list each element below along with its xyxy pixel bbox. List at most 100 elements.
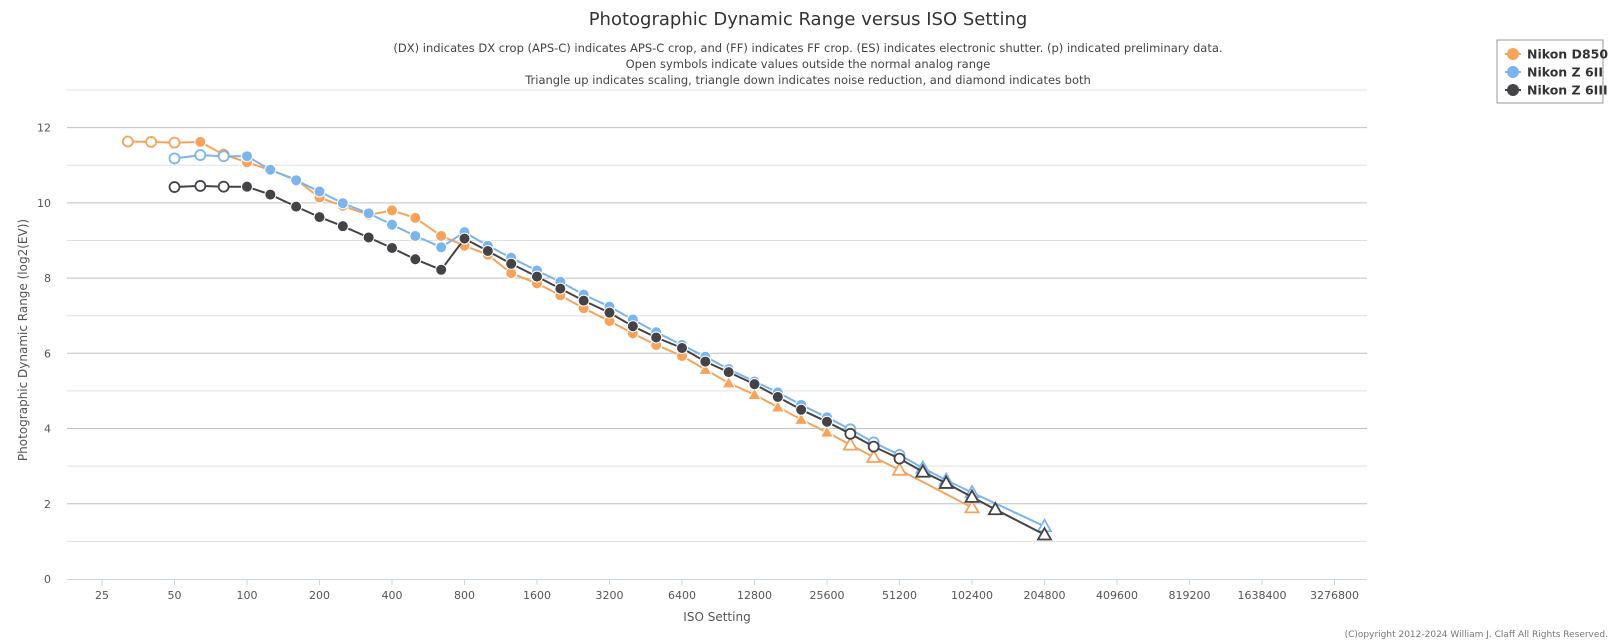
data-point <box>893 452 906 465</box>
plot-area <box>121 135 1053 541</box>
data-point <box>891 461 908 476</box>
x-tick-label: 819200 <box>1169 589 1211 602</box>
x-tick-label: 51200 <box>882 589 917 602</box>
y-tick-label: 8 <box>44 272 51 285</box>
x-tick-label: 204800 <box>1024 589 1066 602</box>
data-point <box>121 135 134 148</box>
data-point <box>481 244 494 257</box>
y-tick-label: 4 <box>44 423 51 436</box>
data-point <box>603 306 616 319</box>
chart-subtitle-line-1: (DX) indicates DX crop (APS-C) indicates… <box>393 41 1222 55</box>
y-tick-label: 10 <box>37 197 51 210</box>
data-point <box>987 501 1004 516</box>
data-point <box>409 211 422 224</box>
data-point <box>867 440 880 453</box>
data-point <box>362 231 375 244</box>
x-tick-label: 6400 <box>668 589 696 602</box>
x-tick-label: 400 <box>382 589 403 602</box>
data-point <box>865 448 882 463</box>
legend-marker <box>1507 84 1519 96</box>
x-tick-label: 50 <box>168 589 182 602</box>
data-point <box>748 378 761 391</box>
data-point <box>914 463 931 478</box>
data-point <box>795 403 808 416</box>
data-point <box>194 180 207 192</box>
data-point <box>1036 526 1053 541</box>
data-point <box>336 197 349 210</box>
data-point <box>336 220 349 233</box>
x-tick-label: 1600 <box>523 589 551 602</box>
data-point <box>194 149 207 161</box>
grid-lines <box>67 89 1367 580</box>
y-tick-label: 6 <box>44 347 51 360</box>
data-point <box>793 412 809 425</box>
data-point <box>241 180 253 193</box>
data-point <box>217 150 230 163</box>
data-point <box>650 331 663 344</box>
data-point <box>194 135 207 148</box>
data-point <box>697 361 713 375</box>
y-tick-label: 12 <box>37 122 51 135</box>
data-point <box>771 390 784 403</box>
data-point <box>386 204 398 217</box>
legend-marker <box>1507 66 1519 78</box>
data-point <box>409 229 422 242</box>
data-point <box>241 150 253 163</box>
data-point <box>168 152 181 165</box>
data-point <box>168 136 181 149</box>
legend-marker <box>1507 48 1519 60</box>
chart-subtitle-line-2: Open symbols indicate values outside the… <box>626 57 991 71</box>
data-point <box>554 282 567 295</box>
data-point <box>676 342 688 355</box>
legend-label[interactable]: Nikon D850 <box>1527 47 1608 62</box>
data-point <box>626 320 639 333</box>
series-2 <box>168 180 1053 541</box>
x-tick-label: 3200 <box>596 589 624 602</box>
data-point <box>531 270 543 283</box>
data-point <box>435 241 448 254</box>
x-tick-label: 102400 <box>951 589 993 602</box>
data-point <box>168 181 181 193</box>
x-tick-label: 25600 <box>810 589 845 602</box>
legend: Nikon D850 Nikon Z 6II Nikon Z 6III <box>1496 39 1608 104</box>
y-tick-label: 2 <box>44 498 51 511</box>
data-point <box>842 436 859 451</box>
data-point <box>217 180 230 193</box>
data-point <box>747 387 762 401</box>
data-point <box>938 474 955 489</box>
data-point <box>386 241 398 254</box>
series-line <box>127 140 973 509</box>
y-tick-label: 0 <box>44 573 51 586</box>
x-axis-label: ISO Setting <box>683 610 750 624</box>
data-point <box>313 211 326 224</box>
data-point <box>963 499 981 514</box>
y-axis-ticks: 0 2 4 6 8 10 12 <box>37 122 51 586</box>
data-point <box>264 188 277 201</box>
copyright-text: (C)opyright 2012-2024 William J. Claff A… <box>1345 630 1608 640</box>
data-point <box>435 229 448 242</box>
x-tick-label: 3276800 <box>1310 589 1359 602</box>
series-line <box>174 184 1045 536</box>
data-point <box>290 200 303 213</box>
chart-subtitle-line-3: Triangle up indicates scaling, triangle … <box>524 73 1091 87</box>
data-point <box>963 488 981 503</box>
x-tick-label: 25 <box>95 589 109 602</box>
data-point <box>290 174 303 187</box>
data-point <box>386 218 398 231</box>
legend-label[interactable]: Nikon Z 6II <box>1527 65 1603 80</box>
data-point <box>577 294 590 307</box>
series-0 <box>121 135 981 514</box>
data-point <box>721 375 737 389</box>
data-point <box>821 415 833 428</box>
data-point <box>819 424 835 438</box>
x-axis-ticks: 25 50 100 200 400 800 1600 3200 6400 12800 25600 51… <box>95 579 1359 602</box>
data-point <box>505 257 518 270</box>
x-tick-label: 12800 <box>737 589 772 602</box>
data-point <box>409 253 422 266</box>
legend-label[interactable]: Nikon Z 6III <box>1527 83 1608 98</box>
data-point <box>313 185 326 198</box>
data-point <box>264 163 277 176</box>
x-tick-label: 800 <box>454 589 475 602</box>
data-point <box>458 232 471 245</box>
